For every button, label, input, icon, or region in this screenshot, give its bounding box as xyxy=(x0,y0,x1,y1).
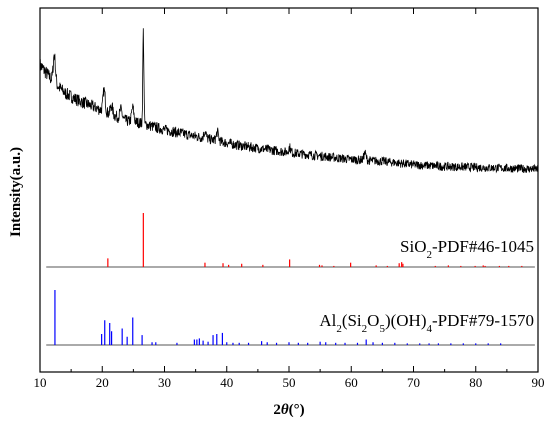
x-axis-title-theta: θ xyxy=(281,402,289,418)
x-tick-label: 80 xyxy=(469,375,482,390)
x-axis-title: 2θ(°) xyxy=(273,402,304,418)
x-tick-label: 30 xyxy=(158,375,171,390)
x-tick-label: 20 xyxy=(96,375,109,390)
reference-label: Al2(Si2O5)(OH)4-PDF#79-1570 xyxy=(319,311,534,335)
x-tick-label: 90 xyxy=(532,375,545,390)
axes: 10 20 30 40 50 60 70 80 90 xyxy=(34,7,545,390)
plot-area: SiO2-PDF#46-1045 Al2(Si2O5)(OH)4-PDF#79-1… xyxy=(39,28,539,346)
x-axis-title-unit: (°) xyxy=(289,402,305,418)
x-tick-label: 10 xyxy=(34,375,47,390)
reference-pattern-1: SiO2-PDF#46-1045 xyxy=(46,213,535,268)
x-tick-label: 50 xyxy=(283,375,296,390)
reference-label: SiO2-PDF#46-1045 xyxy=(400,237,534,261)
x-axis-title-prefix: 2 xyxy=(273,402,281,418)
x-tick-label: 40 xyxy=(220,375,233,390)
measured-pattern-line xyxy=(39,28,539,174)
x-tick-label: 60 xyxy=(345,375,358,390)
reference-pattern-2: Al2(Si2O5)(OH)4-PDF#79-1570 xyxy=(46,290,535,346)
y-axis-title: Intensity(a.u.) xyxy=(8,147,24,237)
x-tick-label: 70 xyxy=(407,375,420,390)
